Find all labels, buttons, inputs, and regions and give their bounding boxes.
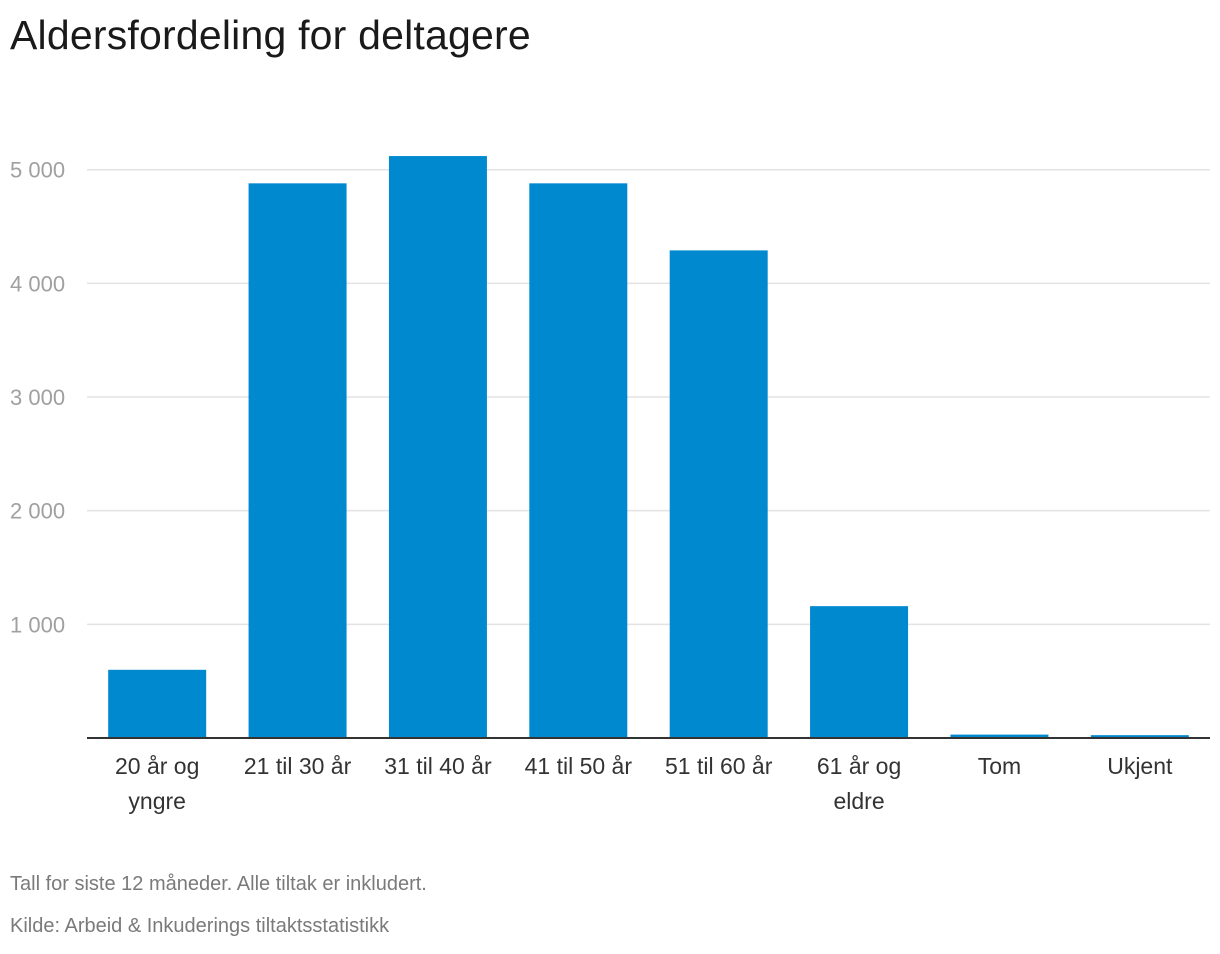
x-tick-label-line: eldre (833, 788, 884, 814)
bar (529, 183, 628, 739)
bar (248, 183, 347, 739)
y-tick-label: 4 000 (10, 271, 65, 296)
x-tick-label: 31 til 40 år (384, 753, 492, 779)
y-axis-ticks: 1 000 2 000 3 000 4 000 5 000 (10, 158, 65, 638)
x-tick-label: Tom (978, 753, 1021, 779)
bar (1090, 735, 1189, 738)
x-tick-label-line: 21 til 30 år (244, 753, 352, 779)
x-tick-label: 21 til 30 år (244, 753, 352, 779)
x-tick-label-line: 20 år og (115, 753, 199, 779)
x-tick-label-line: Ukjent (1107, 753, 1173, 779)
chart-source: Kilde: Arbeid & Inkuderings tiltaktsstat… (10, 915, 390, 937)
bar (950, 734, 1049, 738)
x-tick-label-line: 31 til 40 år (384, 753, 492, 779)
x-tick-label-line: 61 år og (817, 753, 901, 779)
bar (388, 156, 487, 739)
chart-note: Tall for siste 12 måneder. Alle tiltak e… (10, 873, 427, 895)
bar (810, 606, 909, 738)
x-tick-label: 41 til 50 år (525, 753, 633, 779)
y-tick-label: 2 000 (10, 499, 65, 524)
chart-title: Aldersfordeling for deltagere (10, 12, 531, 58)
y-tick-label: 3 000 (10, 385, 65, 410)
x-tick-label-line: 41 til 50 år (525, 753, 633, 779)
x-tick-label: 61 år og eldre (817, 753, 901, 814)
x-tick-label: Ukjent (1107, 753, 1173, 779)
x-tick-label: 51 til 60 år (665, 753, 773, 779)
y-tick-label: 1 000 (10, 612, 65, 637)
x-axis-ticks: 20 år og yngre 21 til 30 år 31 til 40 år 41 … (115, 753, 1173, 814)
bar (669, 250, 768, 739)
y-tick-label: 5 000 (10, 158, 65, 183)
x-tick-label: 20 år og yngre (115, 753, 199, 814)
x-tick-label-line: 51 til 60 år (665, 753, 773, 779)
bar (108, 669, 207, 738)
x-tick-label-line: yngre (128, 788, 186, 814)
x-tick-label-line: Tom (978, 753, 1021, 779)
bars (108, 156, 1189, 739)
